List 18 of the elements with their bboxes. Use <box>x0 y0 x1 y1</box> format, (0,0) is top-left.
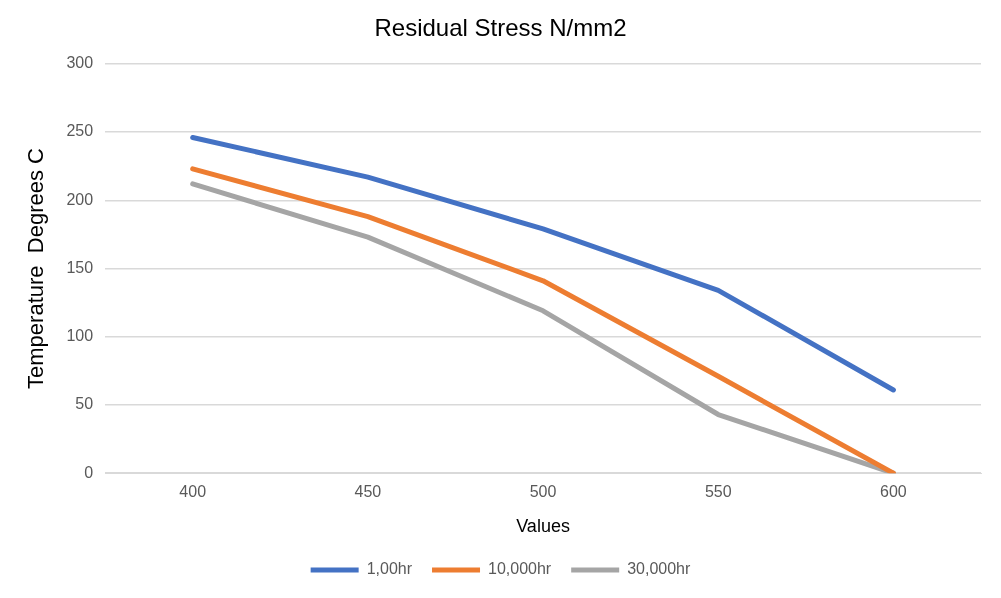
x-tick-label: 400 <box>179 483 207 501</box>
x-tick-label: 450 <box>354 483 382 501</box>
y-tick-label: 100 <box>66 327 94 345</box>
y-axis-title: Temperature Degrees C <box>23 147 49 389</box>
x-axis-title: Values <box>516 516 570 537</box>
x-tick-label: 600 <box>880 483 907 501</box>
x-tick-label: 550 <box>704 483 732 501</box>
y-tick-label: 150 <box>66 258 94 276</box>
y-tick-label: 50 <box>75 395 94 413</box>
legend-label: 1,00hr <box>366 560 413 578</box>
y-tick-label: 0 <box>84 463 94 481</box>
legend-label: 10,000hr <box>488 560 552 578</box>
y-tick-label: 300 <box>66 54 94 72</box>
y-tick-label: 250 <box>66 122 94 140</box>
x-tick-label: 500 <box>529 483 557 501</box>
chart-title: Residual Stress N/mm2 <box>374 14 627 42</box>
y-tick-label: 200 <box>66 190 94 208</box>
legend-label: 30,000hr <box>627 560 692 578</box>
